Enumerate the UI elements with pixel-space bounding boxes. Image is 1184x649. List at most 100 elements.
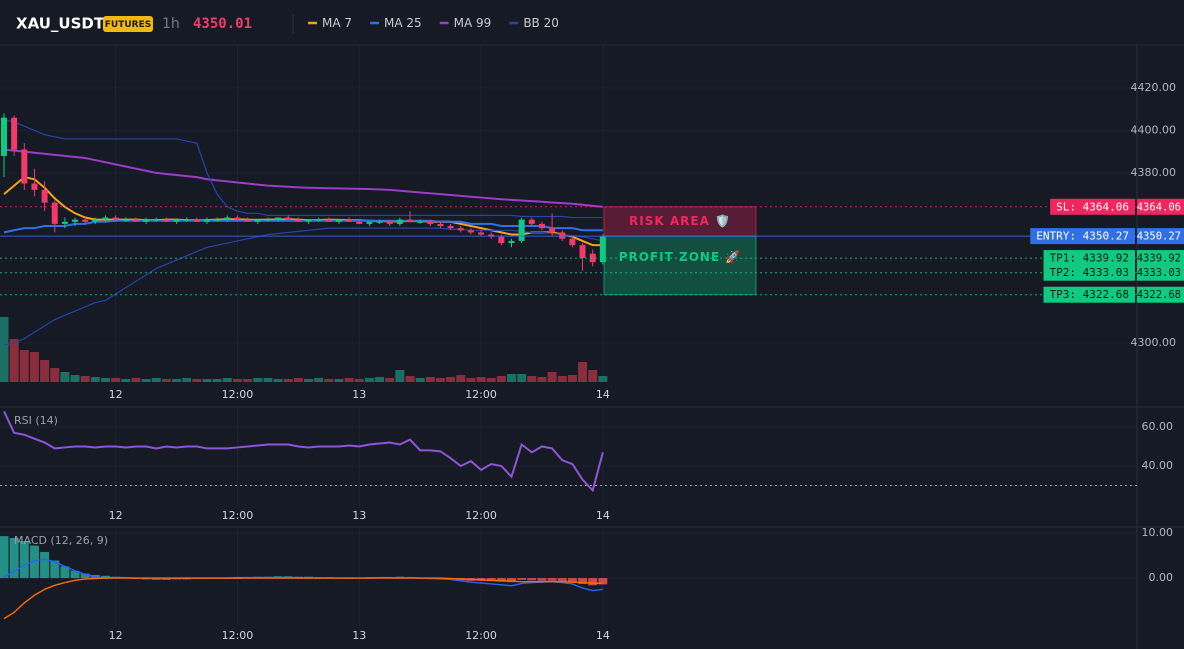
candle-body bbox=[447, 226, 454, 229]
volume-bar bbox=[172, 379, 182, 382]
legend: MA 7 MA 25 MA 99 BB 20 bbox=[308, 16, 559, 30]
volume-bar bbox=[385, 378, 395, 382]
x-tick-label: 12 bbox=[109, 509, 123, 522]
candle-body bbox=[549, 228, 556, 233]
volume-bar bbox=[547, 372, 557, 382]
volume-bar bbox=[496, 376, 506, 382]
price-tag-bg bbox=[1137, 264, 1184, 281]
candle-body bbox=[386, 221, 393, 224]
x-tick-label: 13 bbox=[352, 388, 366, 401]
candle-body bbox=[508, 240, 515, 244]
volume-bar bbox=[435, 378, 445, 382]
volume-bar bbox=[588, 370, 598, 382]
volume-bar bbox=[364, 378, 374, 382]
legend-label: BB 20 bbox=[523, 16, 559, 30]
volume-bar bbox=[293, 378, 303, 382]
volume-bar bbox=[283, 379, 293, 382]
volume-bar bbox=[182, 378, 192, 382]
ma-line bbox=[3, 219, 603, 234]
x-tick-label: 13 bbox=[352, 509, 366, 522]
candle-body bbox=[224, 217, 231, 220]
volume-bar bbox=[314, 378, 324, 382]
x-tick-label: 12:00 bbox=[465, 388, 497, 401]
x-tick-label: 12 bbox=[109, 629, 123, 642]
volume-bar bbox=[354, 379, 364, 382]
histogram-bar bbox=[40, 551, 50, 579]
volume-bar bbox=[273, 379, 283, 382]
volume-bar bbox=[557, 376, 567, 382]
candle-body bbox=[417, 221, 424, 223]
candle-body bbox=[41, 189, 48, 203]
badge-bg bbox=[103, 16, 153, 32]
candle-body bbox=[467, 230, 474, 233]
volume-bar bbox=[425, 377, 435, 382]
candle-body bbox=[183, 219, 190, 221]
volume-bar bbox=[334, 379, 344, 382]
y-tick-label: 4380.00 bbox=[1131, 166, 1177, 179]
histogram-bar bbox=[60, 566, 70, 579]
candle-body bbox=[61, 221, 68, 224]
volume-bar bbox=[232, 379, 242, 382]
volume-bar bbox=[192, 379, 202, 382]
candle-body bbox=[72, 219, 79, 222]
x-tick-label: 12:00 bbox=[465, 629, 497, 642]
volume-bar bbox=[60, 372, 70, 382]
volume-bar bbox=[111, 378, 121, 382]
x-tick-label: 14 bbox=[596, 509, 610, 522]
x-tick-label: 14 bbox=[596, 388, 610, 401]
legend-label: MA 99 bbox=[454, 16, 492, 30]
level-tag: TP1: 4339.92 bbox=[1050, 252, 1129, 265]
volume-bar bbox=[344, 378, 354, 382]
histogram-bar bbox=[70, 570, 80, 579]
volume-bar bbox=[131, 378, 141, 382]
candle-body bbox=[315, 219, 322, 221]
y-tick-label: 0.00 bbox=[1149, 571, 1174, 584]
candle-body bbox=[335, 219, 342, 222]
candle-body bbox=[173, 219, 180, 222]
level-tag-bg bbox=[1043, 264, 1135, 281]
candle-body bbox=[102, 217, 109, 220]
volume-bar bbox=[90, 377, 100, 382]
zone-label: PROFIT ZONE 🚀 bbox=[619, 250, 742, 264]
x-tick-label: 12:00 bbox=[222, 509, 254, 522]
candle-body bbox=[112, 217, 119, 220]
candle-body bbox=[376, 221, 383, 223]
x-tick-label: 12:00 bbox=[465, 509, 497, 522]
volume-bar bbox=[415, 378, 425, 382]
price-tag: 4333.03 bbox=[1137, 267, 1181, 279]
candle-body bbox=[234, 217, 241, 220]
candle-body bbox=[1, 117, 7, 156]
histogram-bar bbox=[547, 578, 557, 581]
volume-bar bbox=[50, 368, 60, 382]
volume-bar bbox=[80, 376, 90, 382]
x-tick-label: 12 bbox=[109, 388, 123, 401]
volume-bar bbox=[0, 317, 9, 382]
volume-bar bbox=[507, 374, 516, 382]
volume-bar bbox=[304, 379, 313, 382]
zone-label: RISK AREA 🛡️ bbox=[629, 214, 731, 228]
candle-body bbox=[264, 219, 271, 221]
volume-bar bbox=[395, 370, 405, 382]
y-tick-label: 40.00 bbox=[1142, 459, 1174, 472]
y-tick-label: 60.00 bbox=[1142, 420, 1174, 433]
x-tick-label: 13 bbox=[352, 629, 366, 642]
zone bbox=[603, 235, 757, 296]
volume-bar bbox=[476, 377, 486, 382]
level-tag: TP2: 4333.03 bbox=[1050, 266, 1129, 279]
candle-body bbox=[122, 219, 129, 221]
candle-body bbox=[518, 219, 525, 241]
volume-bar bbox=[456, 375, 466, 382]
panel-label: RSI (14) bbox=[14, 414, 58, 427]
level-tag: SL: 4364.06 bbox=[1056, 200, 1129, 213]
candle-body bbox=[407, 219, 413, 222]
candle-body bbox=[589, 253, 596, 263]
histogram-bar bbox=[29, 545, 39, 579]
price-tag: 4364.06 bbox=[1137, 201, 1181, 213]
price-tag-bg bbox=[1137, 198, 1184, 215]
volume-bar bbox=[222, 378, 232, 382]
last-price: 4350.01 bbox=[193, 16, 252, 32]
histogram-bar bbox=[517, 578, 527, 580]
